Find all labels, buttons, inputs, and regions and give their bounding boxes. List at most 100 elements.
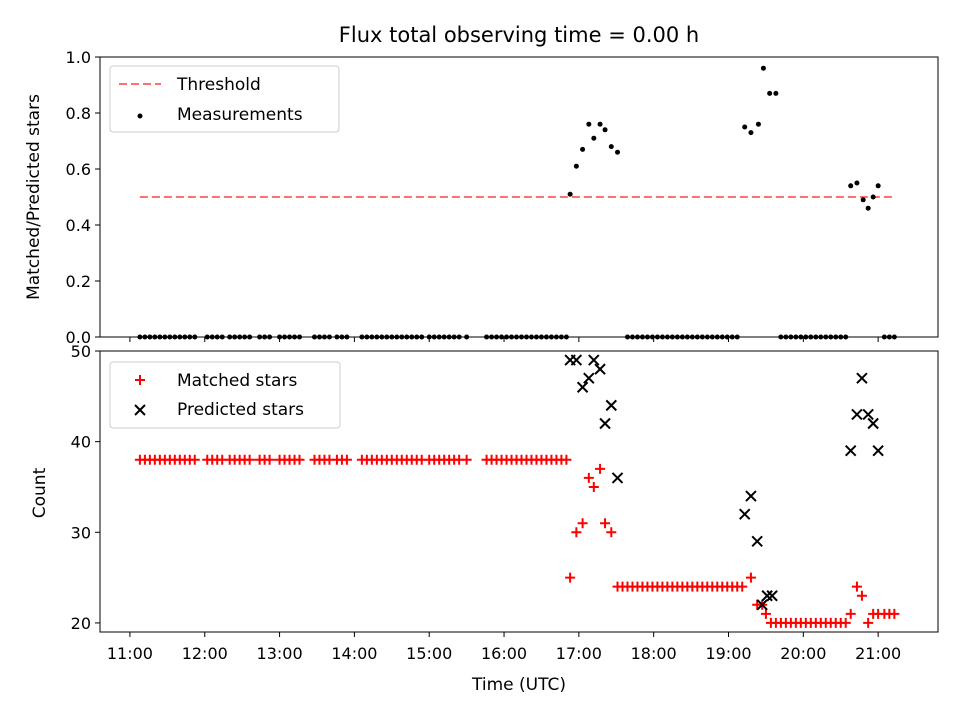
matched-star-point bbox=[294, 454, 305, 465]
x-tick-label: 21:00 bbox=[855, 644, 901, 663]
matched-star-point bbox=[856, 590, 867, 601]
count-y-tick-label: 30 bbox=[71, 523, 91, 542]
measurement-point bbox=[615, 149, 621, 155]
ratio-y-tick-label: 0.2 bbox=[66, 272, 91, 291]
count-plot-frame bbox=[99, 350, 939, 633]
x-tick-label: 19:00 bbox=[705, 644, 751, 663]
predicted-star-point bbox=[856, 372, 868, 384]
ratio-plot-frame bbox=[99, 56, 939, 338]
matched-star-point bbox=[737, 581, 748, 592]
matched-star-point bbox=[244, 454, 255, 465]
x-axis-label: Time (UTC) bbox=[471, 675, 566, 695]
x-tick-label: 14:00 bbox=[331, 644, 377, 663]
measurement-point bbox=[748, 130, 754, 136]
ratio-y-tick-label: 0.6 bbox=[66, 160, 91, 179]
measurement-point bbox=[767, 90, 773, 96]
x-tick-label: 17:00 bbox=[556, 644, 602, 663]
matched-star-point bbox=[595, 463, 606, 474]
x-tick-label: 13:00 bbox=[257, 644, 303, 663]
predicted-star-point bbox=[599, 417, 611, 430]
measurement-point bbox=[755, 121, 761, 127]
count-y-tick-label: 40 bbox=[71, 433, 91, 452]
measurement-point bbox=[773, 90, 779, 96]
predicted-star-point bbox=[851, 408, 863, 421]
matched-star-point bbox=[840, 617, 851, 628]
ratio-y-axis-label: Matched/Predicted stars bbox=[24, 94, 44, 300]
measurement-point bbox=[875, 183, 881, 189]
matched-star-point bbox=[845, 608, 856, 619]
ratio-y-tick-label: 0.8 bbox=[66, 104, 91, 123]
measurement-point bbox=[591, 135, 597, 141]
ratio-panel: Matched/Predicted stars 0.0 0.2 0.4 0.6 0.8 1… bbox=[24, 48, 939, 347]
matched-star-point bbox=[461, 454, 472, 465]
predicted-legend-swatch bbox=[134, 404, 146, 416]
ratio-y-tick-label: 0.4 bbox=[66, 216, 91, 235]
predicted-star-point bbox=[745, 490, 757, 502]
predicted-star-point bbox=[751, 535, 763, 548]
predicted-star-point bbox=[739, 508, 751, 520]
count-y-axis-label: Count bbox=[30, 467, 50, 518]
predicted-star-point bbox=[761, 590, 773, 602]
matched-star-point bbox=[863, 617, 874, 628]
measurement-point bbox=[580, 146, 586, 152]
x-tick-label: 18:00 bbox=[631, 644, 677, 663]
ratio-y-tick-label: 0.0 bbox=[66, 328, 91, 347]
predicted-star-point bbox=[576, 381, 589, 393]
predicted-star-point bbox=[845, 445, 857, 457]
matched-star-point bbox=[571, 527, 582, 538]
predicted-star-point bbox=[605, 399, 617, 412]
matched-star-point bbox=[189, 454, 200, 465]
count-panel: Count 20 30 40 50 11:00 12:00 13:00 14:00 15:00 1… bbox=[30, 342, 939, 695]
x-tick-label: 12:00 bbox=[182, 644, 228, 663]
measurement-point bbox=[870, 194, 876, 200]
measurement-point bbox=[573, 163, 579, 169]
predicted-star-point bbox=[756, 599, 768, 611]
matched-legend-swatch bbox=[135, 375, 145, 385]
count-y-tick-label: 50 bbox=[71, 342, 91, 361]
ratio-y-tick-label: 1.0 bbox=[66, 48, 91, 67]
matched-star-point bbox=[561, 454, 572, 465]
matched-star-point bbox=[851, 581, 862, 592]
ratio-legend-box bbox=[109, 65, 340, 133]
measurement-point bbox=[597, 121, 603, 127]
matched-star-point bbox=[588, 481, 599, 492]
count-legend: Matched stars Predicted stars bbox=[109, 361, 341, 429]
x-tick-label: 11:00 bbox=[107, 644, 153, 663]
predicted-star-point bbox=[611, 472, 624, 484]
measurement-point bbox=[760, 65, 766, 71]
measurements-legend-label: Measurements bbox=[177, 105, 303, 125]
matched-star-point bbox=[577, 518, 588, 529]
matched-star-point bbox=[264, 454, 275, 465]
chart-title: Flux total observing time = 0.00 h bbox=[339, 23, 699, 47]
matched-star-point bbox=[565, 572, 576, 583]
ratio-legend: Threshold Measurements bbox=[109, 65, 340, 133]
measurement-point bbox=[848, 183, 854, 189]
predicted-legend-label: Predicted stars bbox=[177, 400, 304, 420]
measurement-point bbox=[860, 197, 866, 203]
measurement-point bbox=[586, 121, 592, 127]
measurement-point bbox=[608, 144, 614, 150]
measurement-point bbox=[865, 205, 871, 211]
matched-star-point bbox=[600, 518, 611, 529]
predicted-star-point bbox=[872, 445, 884, 457]
matched-star-point bbox=[583, 472, 594, 483]
predicted-star-point bbox=[766, 590, 778, 602]
threshold-legend-label: Threshold bbox=[176, 75, 261, 95]
matched-star-point bbox=[745, 572, 756, 583]
predicted-star-point bbox=[583, 372, 595, 384]
x-tick-label: 20:00 bbox=[780, 644, 826, 663]
predicted-star-point bbox=[588, 354, 600, 366]
measurement-point bbox=[602, 127, 608, 133]
matched-star-point bbox=[760, 608, 771, 619]
measurement-point bbox=[854, 180, 860, 186]
predicted-star-point bbox=[594, 363, 606, 375]
measurement-point bbox=[567, 191, 573, 197]
measurement-point bbox=[742, 124, 748, 130]
predicted-star-point bbox=[862, 408, 874, 421]
matched-star-point bbox=[606, 527, 617, 538]
count-y-tick-label: 20 bbox=[71, 614, 91, 633]
matched-legend-label: Matched stars bbox=[177, 371, 297, 391]
x-tick-label: 15:00 bbox=[406, 644, 452, 663]
matched-star-point bbox=[341, 454, 352, 465]
